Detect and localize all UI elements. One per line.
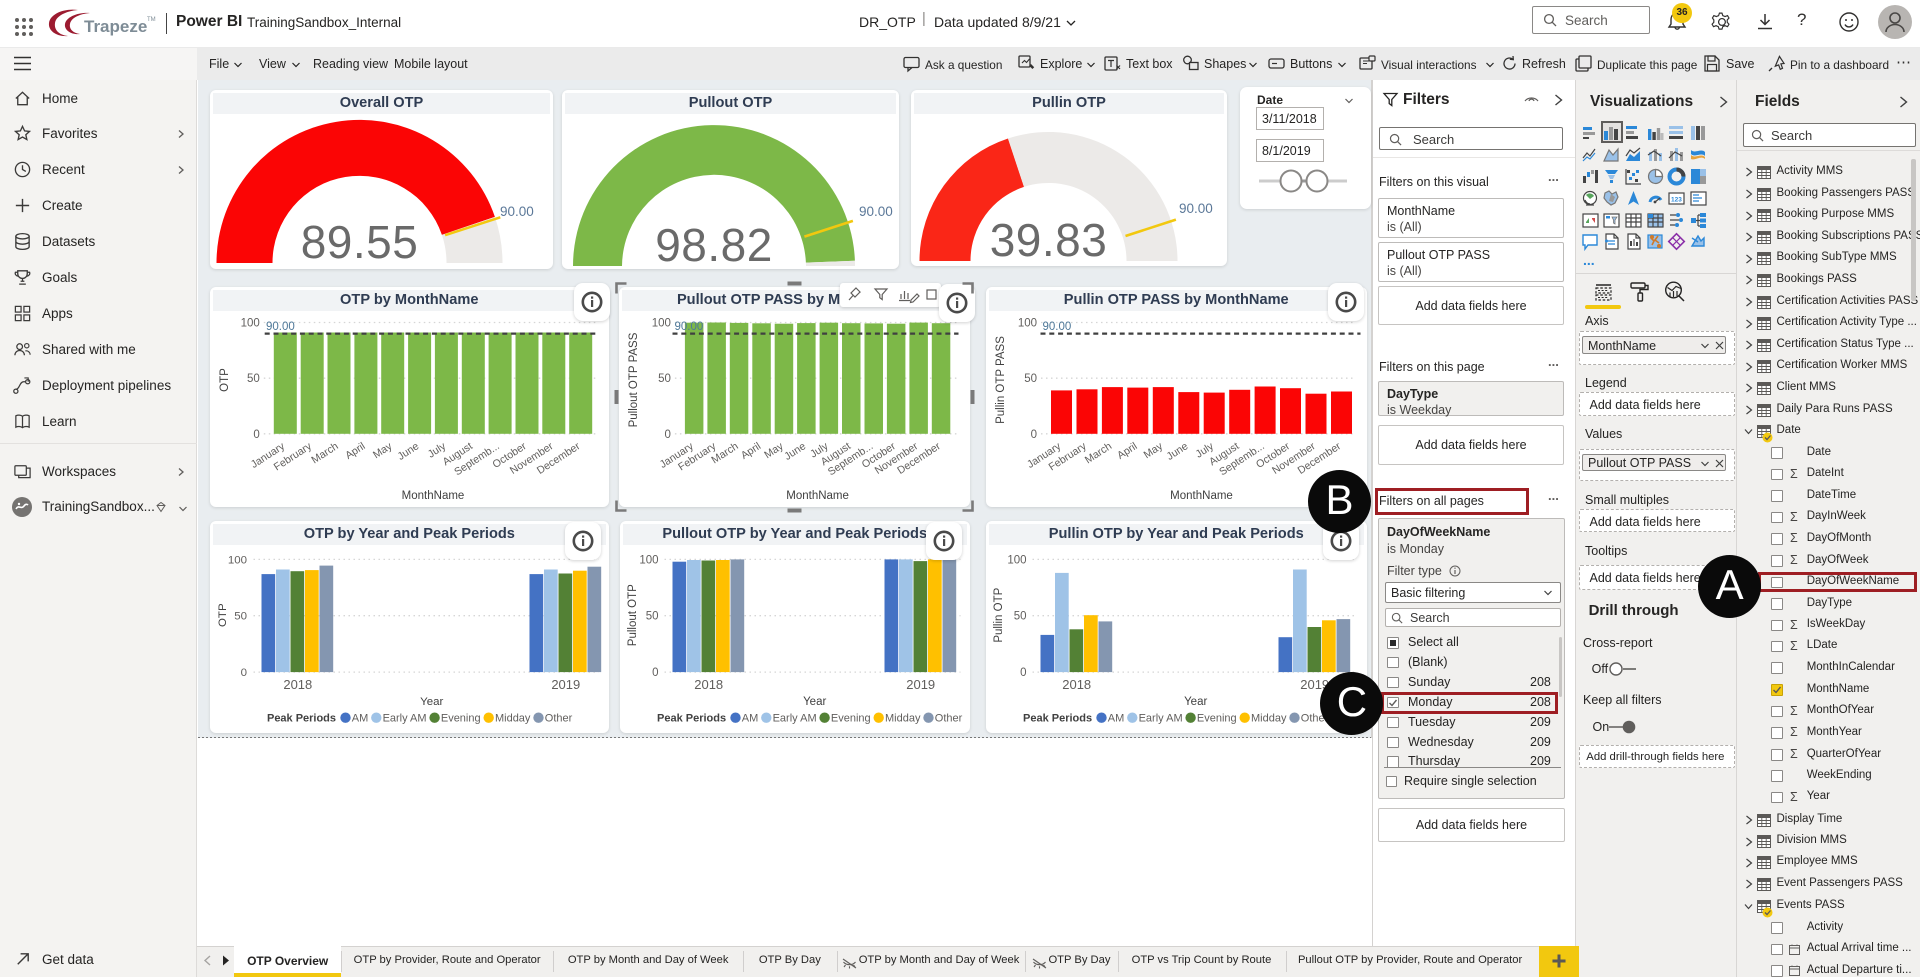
svg-text:0: 0 bbox=[1030, 429, 1036, 441]
svg-text:Other: Other bbox=[545, 712, 573, 724]
svg-text:50: 50 bbox=[247, 373, 260, 385]
svg-text:123: 123 bbox=[1671, 196, 1682, 203]
svg-text:50: 50 bbox=[658, 373, 671, 385]
svg-text:2018: 2018 bbox=[1062, 677, 1091, 692]
svg-text:90.00: 90.00 bbox=[266, 321, 295, 333]
svg-text:Year: Year bbox=[803, 696, 826, 708]
svg-text:MonthName: MonthName bbox=[1170, 490, 1233, 502]
svg-text:Peak Periods: Peak Periods bbox=[1023, 712, 1092, 724]
svg-text:50: 50 bbox=[234, 610, 247, 622]
svg-text:April: April bbox=[1115, 440, 1139, 462]
svg-text:Midday: Midday bbox=[885, 712, 921, 724]
svg-text:0: 0 bbox=[241, 667, 247, 679]
svg-text:Pullout OTP: Pullout OTP bbox=[627, 584, 639, 646]
svg-text:Year: Year bbox=[1184, 696, 1207, 708]
svg-text:Evening: Evening bbox=[441, 712, 481, 724]
svg-text:50: 50 bbox=[645, 610, 658, 622]
svg-text:MonthName: MonthName bbox=[402, 490, 465, 502]
svg-text:100: 100 bbox=[639, 554, 658, 566]
svg-text:TM: TM bbox=[147, 17, 156, 23]
svg-text:March: March bbox=[1082, 440, 1113, 466]
svg-text:May: May bbox=[1141, 440, 1165, 461]
svg-text:100: 100 bbox=[228, 554, 247, 566]
svg-text:50: 50 bbox=[1013, 610, 1026, 622]
svg-text:0: 0 bbox=[253, 429, 259, 441]
svg-text:Pullin OTP PASS: Pullin OTP PASS bbox=[995, 336, 1007, 424]
svg-text:90.00: 90.00 bbox=[674, 321, 703, 333]
svg-text:Early AM: Early AM bbox=[1138, 712, 1182, 724]
svg-text:2018: 2018 bbox=[283, 677, 312, 692]
svg-text:Pullin OTP: Pullin OTP bbox=[993, 587, 1005, 642]
svg-text:100: 100 bbox=[241, 318, 260, 330]
svg-text:AM: AM bbox=[741, 712, 758, 724]
svg-text:Midday: Midday bbox=[495, 712, 531, 724]
svg-text:2019: 2019 bbox=[551, 677, 580, 692]
svg-text:2019: 2019 bbox=[1300, 677, 1329, 692]
svg-text:0: 0 bbox=[664, 429, 670, 441]
svg-text:June: June bbox=[1164, 440, 1190, 463]
svg-text:Midday: Midday bbox=[1251, 712, 1287, 724]
svg-text:OTP: OTP bbox=[217, 603, 229, 627]
svg-text:Peak Periods: Peak Periods bbox=[267, 712, 336, 724]
svg-text:OTP: OTP bbox=[219, 368, 231, 392]
svg-text:Early AM: Early AM bbox=[772, 712, 816, 724]
svg-text:Pullout OTP PASS: Pullout OTP PASS bbox=[628, 332, 640, 427]
svg-text:2018: 2018 bbox=[694, 677, 723, 692]
svg-text:Peak Periods: Peak Periods bbox=[657, 712, 726, 724]
svg-text:90.00: 90.00 bbox=[1042, 321, 1071, 333]
svg-text:100: 100 bbox=[651, 318, 670, 330]
svg-text:Trapeze: Trapeze bbox=[84, 17, 147, 36]
svg-text:Other: Other bbox=[934, 712, 962, 724]
svg-text:2019: 2019 bbox=[906, 677, 935, 692]
svg-text:AM: AM bbox=[1107, 712, 1124, 724]
svg-text:Evening: Evening bbox=[1196, 712, 1236, 724]
svg-text:Evening: Evening bbox=[830, 712, 870, 724]
svg-text:0: 0 bbox=[652, 667, 658, 679]
svg-text:0: 0 bbox=[1020, 667, 1026, 679]
svg-text:MonthName: MonthName bbox=[786, 490, 849, 502]
svg-text:100: 100 bbox=[1017, 318, 1036, 330]
svg-text:Early AM: Early AM bbox=[383, 712, 427, 724]
svg-text:AM: AM bbox=[352, 712, 368, 724]
svg-text:100: 100 bbox=[1007, 554, 1026, 566]
svg-text:50: 50 bbox=[1024, 373, 1037, 385]
svg-text:Year: Year bbox=[420, 696, 443, 708]
svg-text:Other: Other bbox=[1300, 712, 1328, 724]
